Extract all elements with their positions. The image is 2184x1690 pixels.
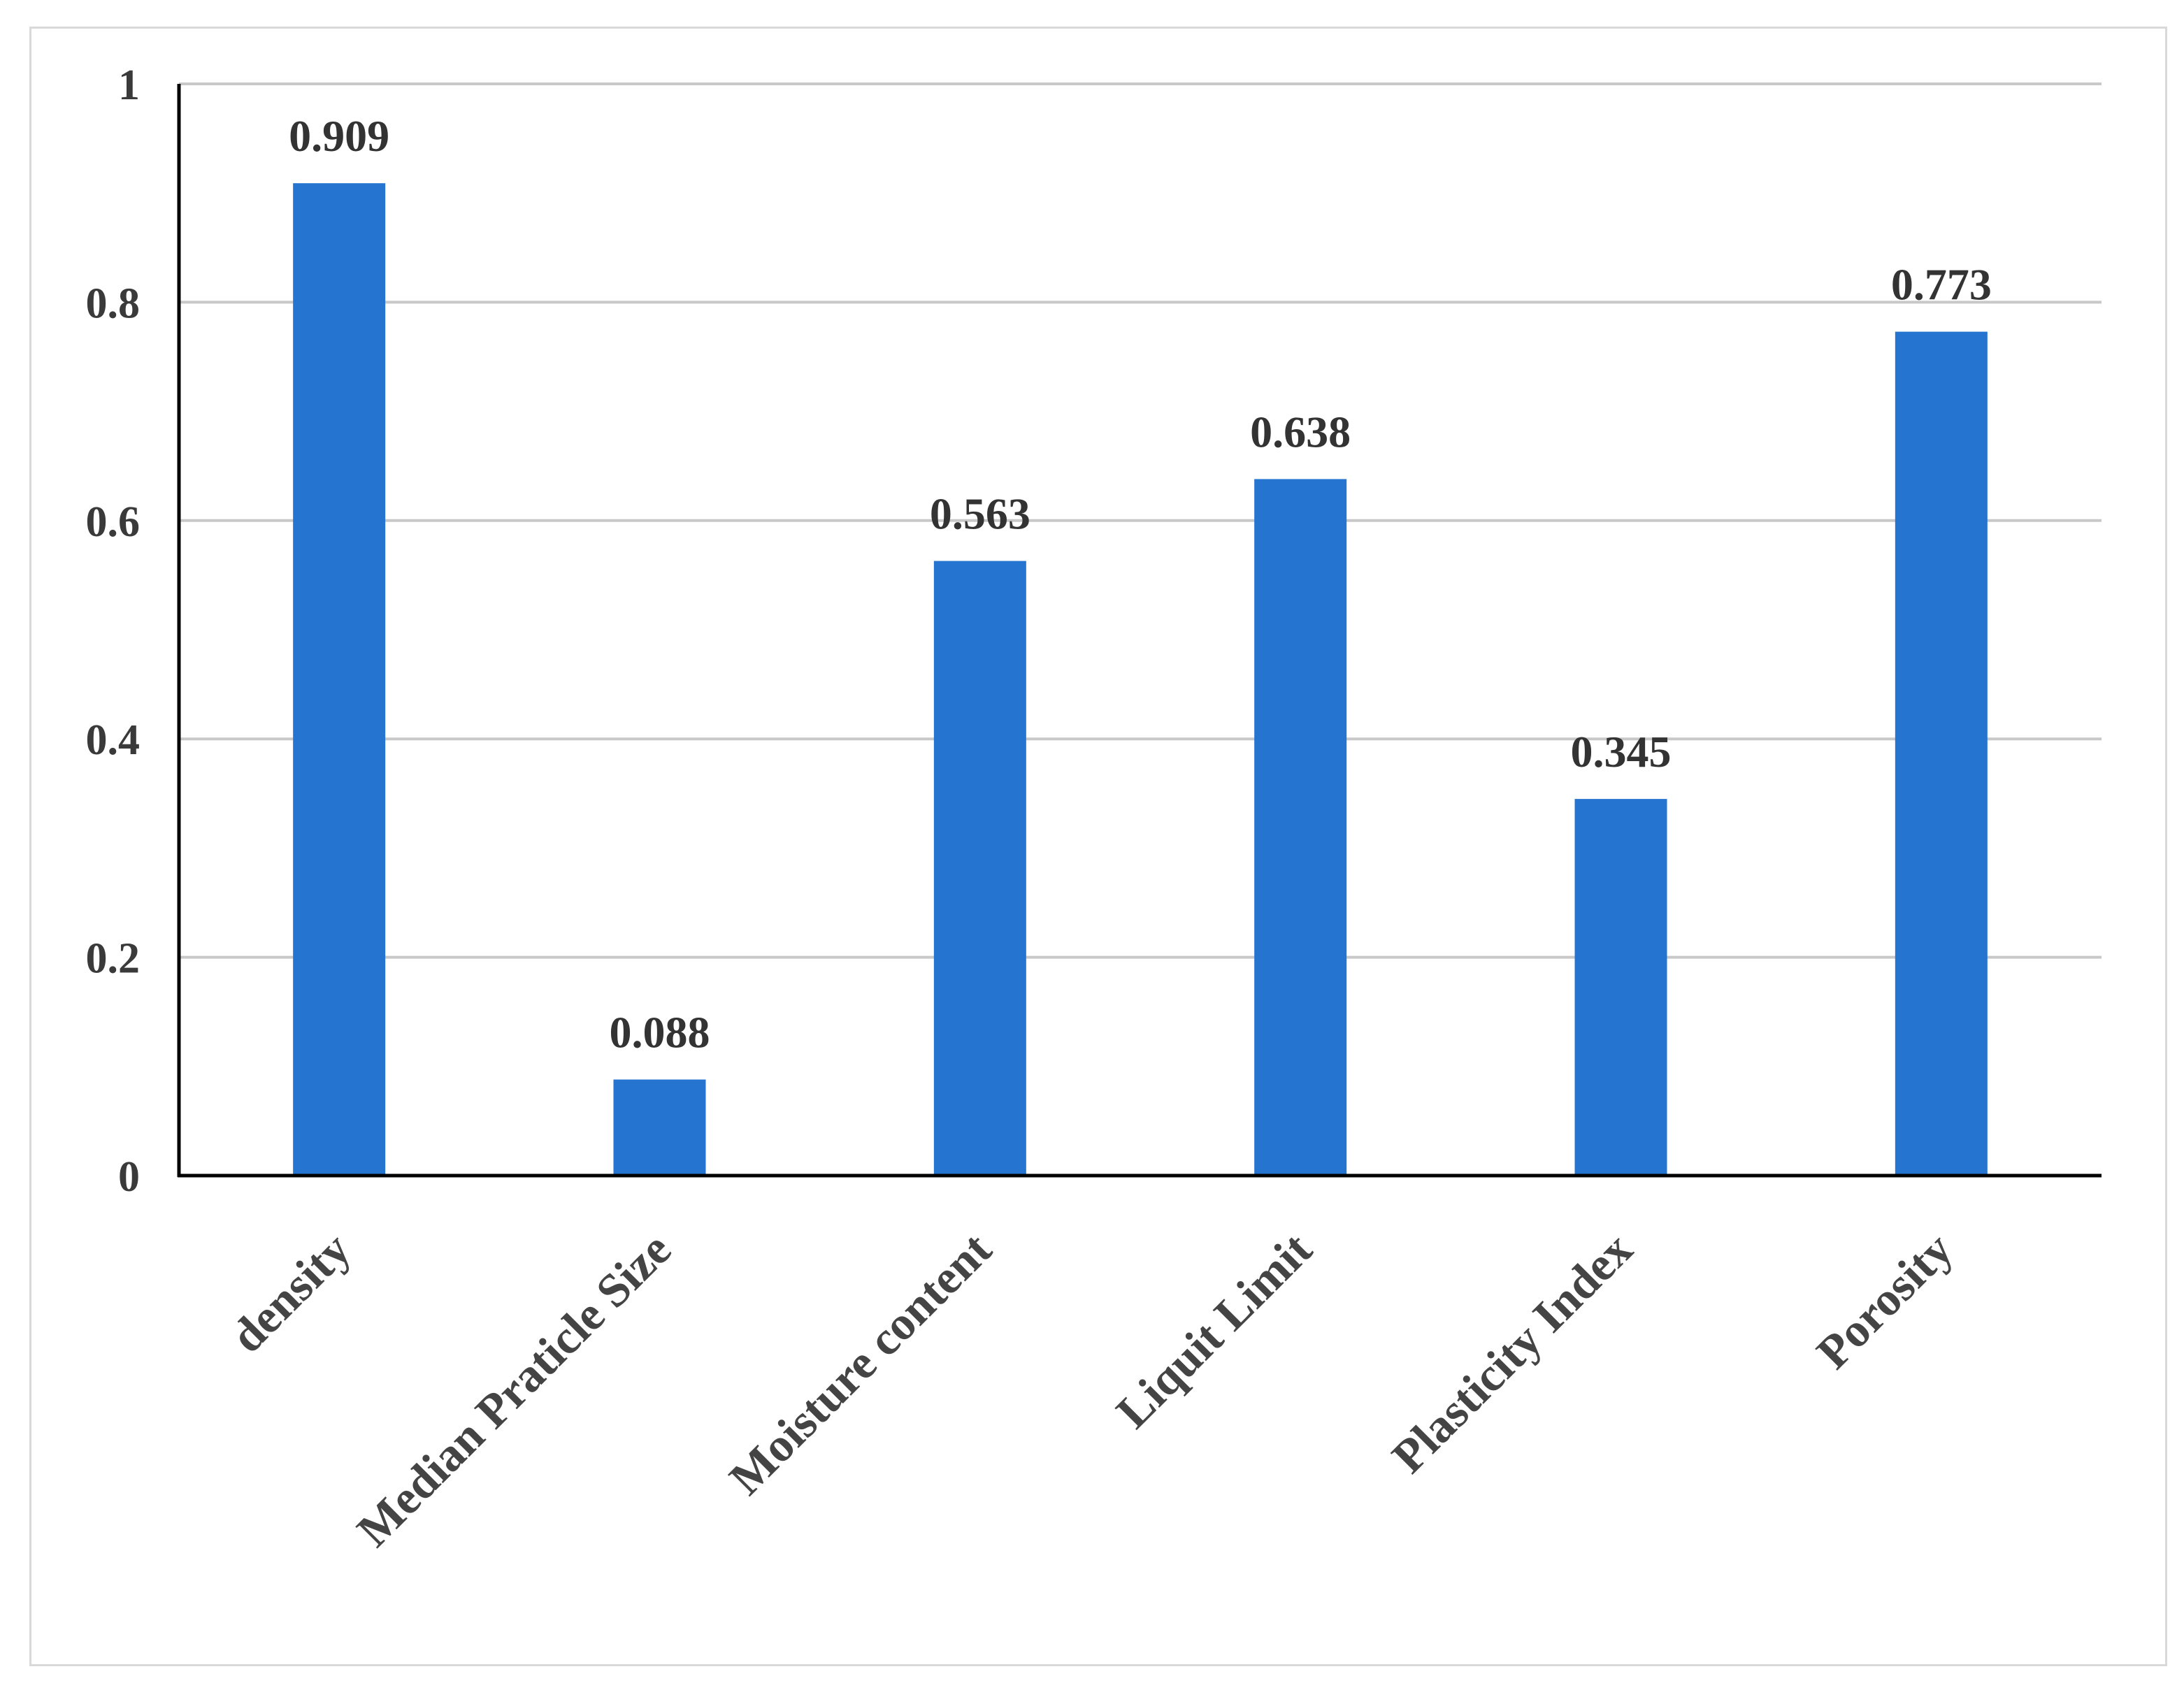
bar: [1254, 479, 1347, 1176]
bar: [613, 1079, 706, 1176]
data-label: 0.088: [610, 1008, 710, 1057]
bars: [293, 183, 1988, 1176]
category-label: Liquit Limit: [1106, 1222, 1322, 1438]
y-tick-label: 0: [118, 1153, 140, 1201]
chart-frame: [29, 27, 2167, 1666]
data-labels: 0.909 0.088 0.563 0.638 0.345 0.773: [289, 111, 1992, 1057]
y-tick-label: 0.6: [86, 498, 141, 546]
y-tick-label: 0.8: [86, 280, 141, 327]
data-label: 0.345: [1571, 727, 1672, 777]
y-tick-label: 1: [118, 62, 140, 109]
bar: [933, 561, 1026, 1176]
y-tick-labels: 0 0.2 0.4 0.6 0.8 1: [86, 62, 141, 1201]
data-label: 0.563: [930, 489, 1030, 539]
bar: [293, 183, 386, 1176]
category-label: Moisture content: [719, 1222, 1001, 1505]
y-tick-label: 0.2: [86, 935, 141, 983]
gridlines: [179, 82, 2102, 959]
category-label: density: [220, 1222, 361, 1363]
bar: [1895, 331, 1988, 1176]
data-label: 0.909: [289, 111, 389, 161]
data-label: 0.638: [1250, 407, 1351, 456]
axes: [177, 84, 2102, 1178]
category-label: Plasticity Index: [1381, 1222, 1642, 1483]
bar: [1574, 799, 1667, 1176]
category-label: Median Praticle Size: [347, 1222, 681, 1557]
data-label: 0.773: [1891, 260, 1992, 310]
y-tick-label: 0.4: [86, 716, 141, 764]
category-label: Porosity: [1806, 1222, 1963, 1379]
